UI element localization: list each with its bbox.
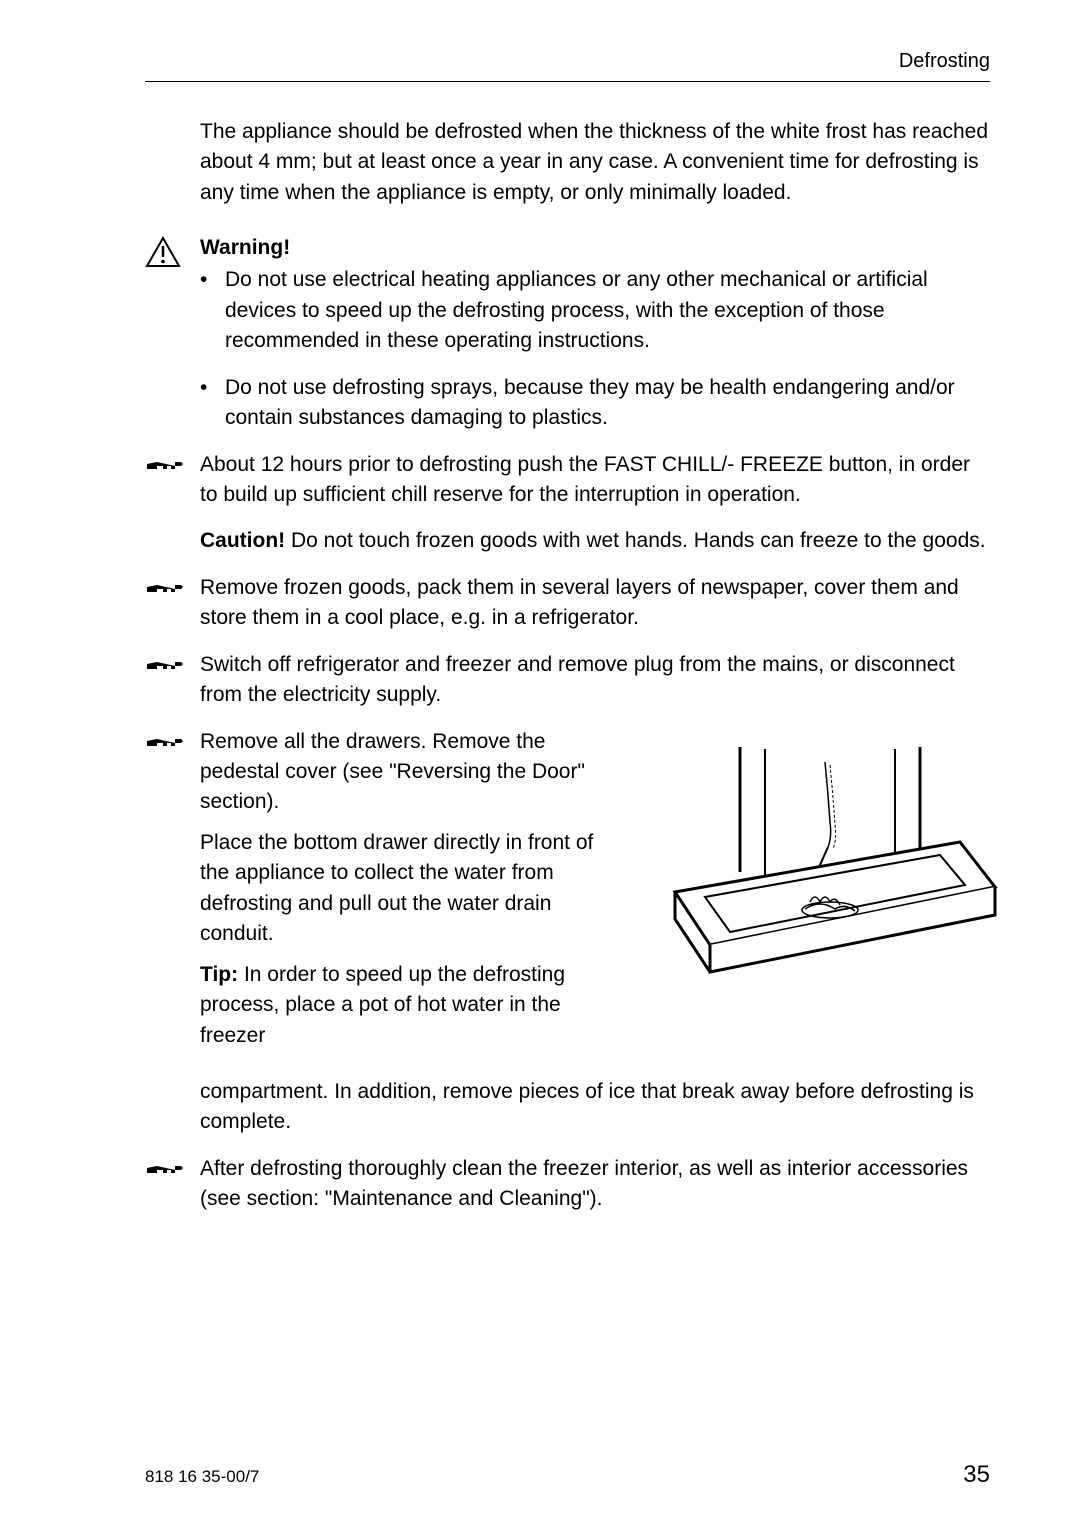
page-footer: 818 16 35-00/7 35 [145, 1461, 990, 1489]
tip-text: In order to speed up the defrosting proc… [200, 963, 565, 1047]
step-text: Place the bottom drawer directly in fron… [200, 828, 620, 950]
content-area: The appliance should be defrosted when t… [145, 117, 990, 1215]
hand-pointing-icon [145, 731, 185, 751]
drawer-text-column: Remove all the drawers. Remove the pedes… [200, 727, 620, 1061]
step-item: Remove frozen goods, pack them in severa… [200, 573, 990, 634]
step-text: Remove all the drawers. Remove the pedes… [200, 727, 620, 818]
caution-label: Caution! [200, 529, 285, 552]
warning-title: Warning! [200, 236, 990, 260]
warning-bullet-item: Do not use defrosting sprays, because th… [225, 373, 990, 434]
hand-pointing-icon [145, 577, 185, 597]
page-header-title: Defrosting [145, 50, 990, 73]
page-container: Defrosting The appliance should be defro… [0, 0, 1080, 1529]
step-text: Remove frozen goods, pack them in severa… [200, 576, 959, 629]
intro-paragraph: The appliance should be defrosted when t… [200, 117, 990, 208]
step-item: After defrosting thoroughly clean the fr… [200, 1154, 990, 1215]
hand-pointing-icon [145, 1158, 185, 1178]
warning-bullet-list: Do not use electrical heating appliances… [200, 265, 990, 433]
tip-paragraph: Tip: In order to speed up the defrosting… [200, 960, 620, 1051]
caution-text: Do not touch frozen goods with wet hands… [285, 529, 985, 552]
warning-section: Warning! Do not use electrical heating a… [200, 236, 990, 433]
caution-paragraph: Caution! Do not touch frozen goods with … [200, 526, 990, 556]
footer-doc-number: 818 16 35-00/7 [145, 1467, 259, 1487]
tip-label: Tip: [200, 963, 244, 986]
warning-triangle-icon [145, 236, 181, 268]
header-divider [145, 81, 990, 82]
footer-page-number: 35 [963, 1461, 990, 1489]
step-text: After defrosting thoroughly clean the fr… [200, 1157, 968, 1210]
step-text: About 12 hours prior to defrosting push … [200, 453, 970, 506]
step-text: Switch off refrigerator and freezer and … [200, 653, 955, 706]
drawer-step-section: Remove all the drawers. Remove the pedes… [200, 727, 990, 1061]
hand-pointing-icon [145, 654, 185, 674]
drawer-illustration [660, 737, 1000, 997]
step-item: Switch off refrigerator and freezer and … [200, 650, 990, 711]
step-continuation-text: compartment. In addition, remove pieces … [200, 1077, 990, 1138]
warning-bullet-item: Do not use electrical heating appliances… [225, 265, 990, 356]
step-item: About 12 hours prior to defrosting push … [200, 450, 990, 511]
hand-pointing-icon [145, 454, 185, 474]
